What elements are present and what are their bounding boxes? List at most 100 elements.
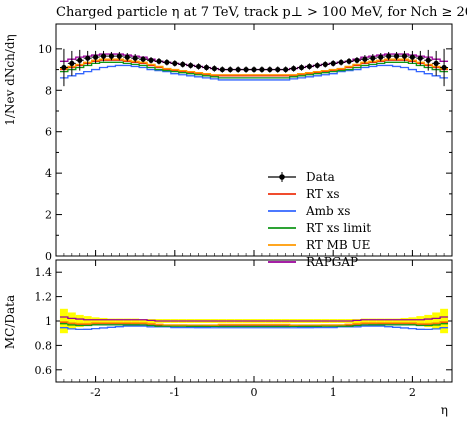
- ratio-y-axis-label: MC/Data: [3, 295, 17, 349]
- plot-title: Charged particle η at 7 TeV, track p⊥ > …: [56, 5, 467, 20]
- data-point: [267, 66, 273, 73]
- ratio-x-tick-label: -2: [90, 386, 101, 399]
- ratio-band-bin: [83, 316, 92, 326]
- ratio-band-bin: [416, 316, 425, 326]
- ratio-band-bin: [107, 318, 116, 324]
- data-point: [219, 66, 225, 73]
- data-point: [251, 66, 257, 73]
- ratio-x-tick-label: 2: [409, 386, 416, 399]
- legend-label: Amb xs: [305, 204, 350, 218]
- main-y-tick-label: 2: [45, 209, 52, 222]
- data-point: [401, 53, 408, 59]
- legend-label: RT xs limit: [306, 221, 371, 235]
- ratio-band-bin: [67, 312, 76, 330]
- data-point: [417, 55, 423, 61]
- ratio-band-bin: [440, 308, 449, 334]
- data-point: [188, 62, 194, 69]
- ratio-band-bin: [360, 318, 369, 324]
- data-point: [393, 53, 400, 59]
- data-point: [243, 66, 249, 73]
- ratio-x-tick-label: 1: [330, 386, 337, 399]
- ratio-band-bin: [424, 314, 433, 328]
- main-y-axis-label: 1/Nev dNch/dη: [3, 34, 17, 125]
- ratio-band-bin: [392, 318, 401, 324]
- series-line-rt-mb-ue: [59, 58, 449, 76]
- x-axis-label: η: [441, 403, 448, 417]
- data-point: [441, 64, 447, 71]
- series-line-rt-xs: [59, 59, 449, 77]
- ratio-line-amb-xs: [59, 325, 449, 331]
- ratio-line-rt-mb-ue: [59, 321, 449, 326]
- legend-label: Data: [306, 170, 335, 184]
- data-point: [259, 66, 265, 73]
- data-point: [370, 55, 376, 61]
- main-y-tick-label: 8: [45, 84, 52, 97]
- data-point: [314, 62, 320, 69]
- data-point: [283, 66, 289, 73]
- ratio-line-rt-xs-limit: [59, 323, 449, 328]
- data-point: [354, 57, 360, 63]
- main-y-tick-label: 10: [38, 43, 52, 56]
- ratio-band-bin: [432, 312, 441, 330]
- data-point: [425, 57, 431, 63]
- ratio-line-rapgap: [59, 316, 449, 322]
- data-point: [69, 60, 75, 66]
- ratio-band-bin: [139, 319, 148, 323]
- main-y-tick-label: 6: [45, 126, 52, 139]
- ratio-y-tick-label: 1: [45, 315, 52, 328]
- ratio-band-bin: [59, 308, 68, 334]
- legend-label: RT MB UE: [306, 238, 370, 252]
- data-point: [235, 66, 241, 73]
- data-point: [338, 59, 344, 65]
- data-point: [409, 54, 415, 60]
- ratio-x-tick-label: 0: [251, 386, 258, 399]
- data-point: [148, 57, 154, 63]
- legend: Data RT xs Amb xs RT xs limit RT MB UE RAPGAP: [268, 170, 371, 269]
- data-point: [140, 56, 146, 62]
- data-point: [156, 58, 162, 64]
- data-point: [132, 55, 138, 61]
- ratio-band-bin: [384, 318, 393, 324]
- ratio-band-bin: [368, 318, 377, 324]
- data-point: [211, 65, 217, 72]
- ratio-y-tick-label: 0.6: [35, 364, 53, 377]
- data-point: [61, 64, 67, 71]
- data-point: [322, 61, 328, 67]
- data-point: [164, 59, 170, 65]
- legend-label: RT xs: [306, 187, 340, 201]
- ratio-band-bin: [123, 318, 132, 324]
- ratio-band-bin: [91, 317, 100, 325]
- data-point: [330, 60, 336, 66]
- ratio-band-bin: [75, 314, 84, 328]
- ratio-band-bin: [408, 317, 417, 325]
- data-point: [108, 53, 115, 59]
- ratio-band-bin: [115, 318, 124, 324]
- data-point: [386, 53, 392, 59]
- data-point: [378, 54, 384, 60]
- data-point: [362, 56, 368, 62]
- data-point: [275, 66, 281, 73]
- data-point: [172, 60, 178, 66]
- data-point: [124, 54, 130, 60]
- data-point: [195, 63, 202, 70]
- data-point: [180, 61, 186, 67]
- series-line-amb-xs: [59, 64, 449, 81]
- ratio-y-tick-label: 1.2: [35, 291, 53, 304]
- ratio-y-tick-label: 0.8: [35, 339, 53, 352]
- ratio-y-tick-label: 1.4: [35, 266, 53, 279]
- ratio-band-bin: [131, 318, 140, 324]
- data-point: [306, 63, 313, 70]
- series-line-rt-xs-limit: [59, 61, 449, 79]
- data-point: [433, 60, 439, 66]
- ratio-band-bin: [376, 318, 385, 324]
- data-point: [93, 54, 99, 60]
- data-point: [227, 66, 233, 73]
- main-panel: 0 2 4 6 8 10: [38, 23, 453, 263]
- data-point: [346, 58, 352, 64]
- legend-label: RAPGAP: [306, 255, 358, 269]
- main-y-tick-label: 4: [45, 167, 52, 180]
- ratio-band-bin: [400, 317, 409, 325]
- ratio-panel: -2 -1 0 1 2 0.6 0.8 1 1.2 1.4: [35, 259, 453, 399]
